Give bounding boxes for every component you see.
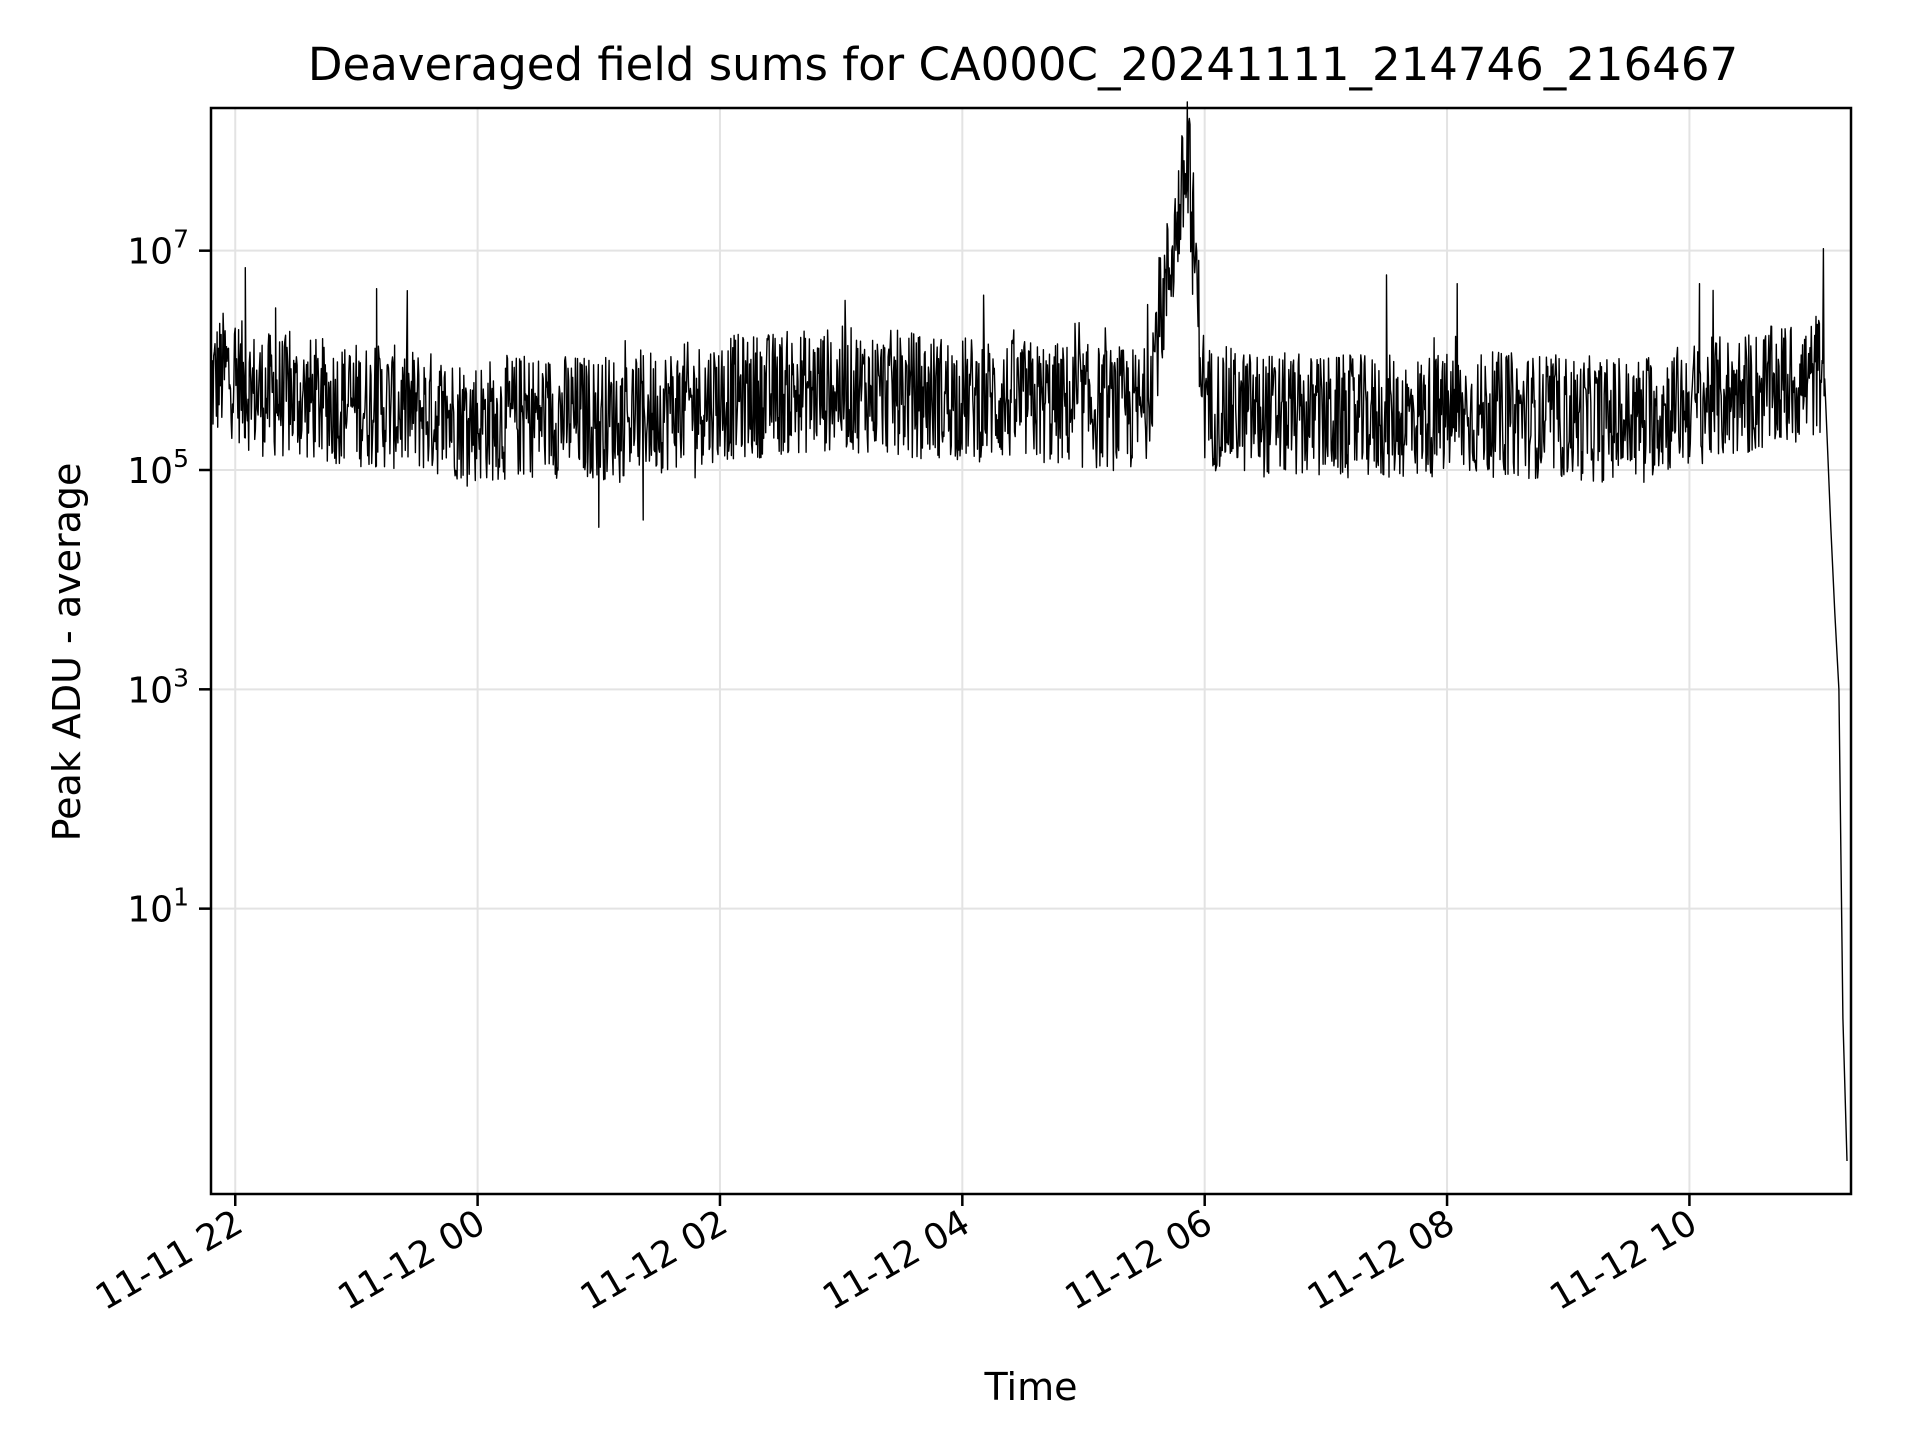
y-tick-base: 10 bbox=[127, 232, 173, 273]
x-tick-label: 11-12 00 bbox=[331, 1202, 492, 1318]
x-axis: 11-11 22 11-12 00 11-12 02 11-12 04 11-12 06… bbox=[89, 1194, 1704, 1319]
x-tick-label: 11-12 06 bbox=[1059, 1202, 1220, 1318]
x-tick-label: 11-11 22 bbox=[89, 1202, 250, 1318]
x-tick-label: 11-12 02 bbox=[574, 1202, 735, 1318]
x-tick-label: 11-12 04 bbox=[816, 1202, 977, 1318]
x-tick-label: 11-12 10 bbox=[1543, 1202, 1704, 1318]
y-tick-exponent: 3 bbox=[173, 663, 189, 692]
y-tick-label: 103 bbox=[127, 663, 189, 711]
y-tick-label: 105 bbox=[127, 444, 189, 492]
y-tick-base: 10 bbox=[127, 890, 173, 931]
series bbox=[210, 101, 1848, 1162]
y-tick-exponent: 1 bbox=[173, 883, 189, 912]
y-tick-base: 10 bbox=[127, 670, 173, 711]
grid bbox=[211, 108, 1851, 1194]
x-tick-label: 11-12 08 bbox=[1301, 1202, 1462, 1318]
y-tick-exponent: 5 bbox=[173, 444, 189, 473]
y-tick-label: 101 bbox=[127, 883, 189, 931]
y-axis-label: Peak ADU - average bbox=[45, 463, 89, 842]
x-axis-label: Time bbox=[984, 1365, 1078, 1409]
series-line bbox=[210, 101, 1848, 1162]
y-tick-base: 10 bbox=[127, 451, 173, 492]
y-tick-exponent: 7 bbox=[173, 225, 189, 254]
y-tick-label: 107 bbox=[127, 225, 189, 273]
chart-title: Deaveraged field sums for CA000C_2024111… bbox=[308, 38, 1738, 91]
plot-frame bbox=[209, 106, 1853, 1196]
